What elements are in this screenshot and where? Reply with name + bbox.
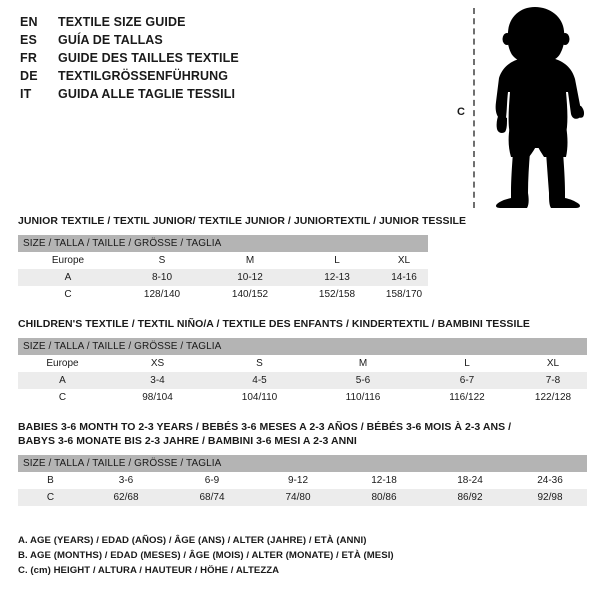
language-row: EN TEXTILE SIZE GUIDE xyxy=(20,13,440,31)
size-figure: C xyxy=(440,0,600,215)
legend-line-a: A. AGE (YEARS) / EDAD (AÑOS) / ÂGE (ANS)… xyxy=(18,535,367,546)
language-title: GUIDE DES TAILLES TEXTILE xyxy=(58,51,239,65)
cell: S xyxy=(118,252,206,269)
language-row: IT GUIDA ALLE TAGLIE TESSILI xyxy=(20,85,440,103)
language-row: FR GUIDE DES TAILLES TEXTILE xyxy=(20,49,440,67)
cell: M xyxy=(311,355,415,372)
cell: 8-10 xyxy=(118,269,206,286)
cell: XL xyxy=(380,252,428,269)
cell: 10-12 xyxy=(206,269,294,286)
row-label: A xyxy=(18,269,118,286)
legend-line-c: C. (cm) HEIGHT / ALTURA / HAUTEUR / HÖHE… xyxy=(18,565,280,576)
cell: 152/158 xyxy=(294,286,380,303)
language-code: FR xyxy=(20,51,38,65)
language-code: IT xyxy=(20,87,32,101)
language-title: GUÍA DE TALLAS xyxy=(58,33,163,47)
cell: 158/170 xyxy=(380,286,428,303)
cell: 12-13 xyxy=(294,269,380,286)
cell: L xyxy=(415,355,519,372)
row-label: C xyxy=(18,489,83,506)
language-title: TEXTILE SIZE GUIDE xyxy=(58,15,186,29)
height-guide-dashed-line xyxy=(473,8,475,208)
cell: 116/122 xyxy=(415,389,519,406)
cell: 62/68 xyxy=(83,489,169,506)
table-band-row: SIZE / TALLA / TAILLE / GRÖSSE / TAGLIA xyxy=(18,338,587,355)
language-code: ES xyxy=(20,33,38,47)
size-table-babies: SIZE / TALLA / TAILLE / GRÖSSE / TAGLIA … xyxy=(18,455,587,506)
cell: 6-9 xyxy=(169,472,255,489)
section-babies-textile: BABIES 3-6 MONTH TO 2-3 YEARS / BEBÉS 3-… xyxy=(18,420,587,506)
height-measure-label: C xyxy=(457,106,465,118)
cell: 128/140 xyxy=(118,286,206,303)
cell: 14-16 xyxy=(380,269,428,286)
band-label: SIZE / TALLA / TAILLE / GRÖSSE / TAGLIA xyxy=(18,235,428,252)
cell: 6-7 xyxy=(415,372,519,389)
cell: 104/110 xyxy=(208,389,311,406)
cell: 110/116 xyxy=(311,389,415,406)
table-row: A 3-4 4-5 5-6 6-7 7-8 xyxy=(18,372,587,389)
table-band-row: SIZE / TALLA / TAILLE / GRÖSSE / TAGLIA xyxy=(18,455,587,472)
section-title-junior: JUNIOR TEXTILE / TEXTIL JUNIOR/ TEXTILE … xyxy=(18,215,467,227)
table-band-row: SIZE / TALLA / TAILLE / GRÖSSE / TAGLIA xyxy=(18,235,428,252)
language-header: EN TEXTILE SIZE GUIDE ES GUÍA DE TALLAS FR GU… xyxy=(20,13,440,103)
section-title-children: CHILDREN'S TEXTILE / TEXTIL NIÑO/A / TEX… xyxy=(18,318,530,330)
cell: 122/128 xyxy=(519,389,587,406)
band-label: SIZE / TALLA / TAILLE / GRÖSSE / TAGLIA xyxy=(18,455,587,472)
cell: 12-18 xyxy=(341,472,427,489)
cell: 4-5 xyxy=(208,372,311,389)
size-table-children: SIZE / TALLA / TAILLE / GRÖSSE / TAGLIA … xyxy=(18,338,587,406)
table-row: C 98/104 104/110 110/116 116/122 122/128 xyxy=(18,389,587,406)
cell: 5-6 xyxy=(311,372,415,389)
section-title-babies-line2: BABYS 3-6 MONATE BIS 2-3 JAHRE / BAMBINI… xyxy=(18,435,357,447)
table-row: Europe S M L XL xyxy=(18,252,428,269)
language-code: DE xyxy=(20,69,38,83)
cell: 140/152 xyxy=(206,286,294,303)
cell: 80/86 xyxy=(341,489,427,506)
language-title: GUIDA ALLE TAGLIE TESSILI xyxy=(58,87,236,101)
measurement-legend: A. AGE (YEARS) / EDAD (AÑOS) / ÂGE (ANS)… xyxy=(18,533,448,578)
row-label: C xyxy=(18,286,118,303)
row-label: C xyxy=(18,389,107,406)
toddler-silhouette-icon xyxy=(495,7,585,208)
band-label: SIZE / TALLA / TAILLE / GRÖSSE / TAGLIA xyxy=(18,338,587,355)
section-title-babies-line1: BABIES 3-6 MONTH TO 2-3 YEARS / BEBÉS 3-… xyxy=(18,421,512,433)
cell: 68/74 xyxy=(169,489,255,506)
table-row: Europe XS S M L XL xyxy=(18,355,587,372)
legend-line-b: B. AGE (MONTHS) / EDAD (MESES) / ÂGE (MO… xyxy=(18,550,394,561)
language-row: ES GUÍA DE TALLAS xyxy=(20,31,440,49)
row-label: A xyxy=(18,372,107,389)
size-table-junior: SIZE / TALLA / TAILLE / GRÖSSE / TAGLIA … xyxy=(18,235,428,303)
cell: XS xyxy=(107,355,208,372)
table-row: B 3-6 6-9 9-12 12-18 18-24 24-36 xyxy=(18,472,587,489)
table-row: C 128/140 140/152 152/158 158/170 xyxy=(18,286,428,303)
language-title: TEXTILGRÖSSENFÜHRUNG xyxy=(58,69,229,83)
cell: 9-12 xyxy=(255,472,341,489)
cell: S xyxy=(208,355,311,372)
cell: 3-6 xyxy=(83,472,169,489)
cell: 18-24 xyxy=(427,472,513,489)
language-row: DE TEXTILGRÖSSENFÜHRUNG xyxy=(20,67,440,85)
cell: M xyxy=(206,252,294,269)
row-label: Europe xyxy=(18,252,118,269)
row-label: B xyxy=(18,472,83,489)
cell: 86/92 xyxy=(427,489,513,506)
table-row: A 8-10 10-12 12-13 14-16 xyxy=(18,269,428,286)
section-junior-textile: JUNIOR TEXTILE / TEXTIL JUNIOR/ TEXTILE … xyxy=(18,214,466,303)
cell: 7-8 xyxy=(519,372,587,389)
cell: 92/98 xyxy=(513,489,587,506)
cell: 98/104 xyxy=(107,389,208,406)
section-childrens-textile: CHILDREN'S TEXTILE / TEXTIL NIÑO/A / TEX… xyxy=(18,317,587,406)
cell: 3-4 xyxy=(107,372,208,389)
cell: XL xyxy=(519,355,587,372)
cell: 24-36 xyxy=(513,472,587,489)
cell: L xyxy=(294,252,380,269)
cell: 74/80 xyxy=(255,489,341,506)
table-row: C 62/68 68/74 74/80 80/86 86/92 92/98 xyxy=(18,489,587,506)
row-label: Europe xyxy=(18,355,107,372)
language-code: EN xyxy=(20,15,38,29)
